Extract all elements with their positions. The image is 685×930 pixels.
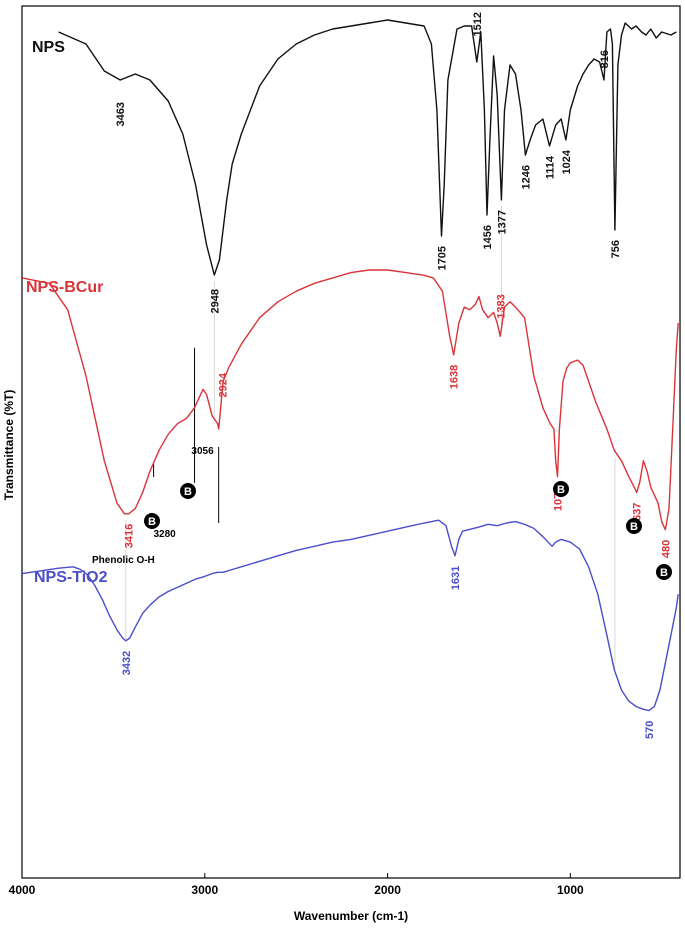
b-marker-letter: B xyxy=(660,567,668,579)
b-marker: B xyxy=(144,513,160,529)
y-axis-title: Transmittance (%T) xyxy=(2,390,16,501)
peak-label: 1383 xyxy=(495,294,507,318)
x-tick-label: 1000 xyxy=(557,883,584,897)
guide-lines xyxy=(125,206,616,672)
x-tick-label: 4000 xyxy=(9,883,36,897)
series-name-label: NPS-TiO2 xyxy=(34,569,108,586)
peak-label: 480 xyxy=(660,540,672,558)
b-markers: B B B B B xyxy=(144,481,672,580)
b-marker-circle xyxy=(553,481,569,497)
peak-label: 1512 xyxy=(472,12,484,36)
peak-label: 570 xyxy=(644,721,656,739)
axes: 4000 3000 2000 1000 Wavenumber (cm-1) Transmi… xyxy=(2,390,584,923)
series-name-label: NPS xyxy=(32,39,65,56)
plot-frame xyxy=(21,5,681,879)
peak-label: 3280 xyxy=(153,529,176,540)
b-marker: B xyxy=(180,483,196,499)
peak-label: 2948 xyxy=(209,289,221,313)
peak-label: 1631 xyxy=(450,566,462,590)
peak-label: 756 xyxy=(610,240,622,258)
peak-label: 1456 xyxy=(482,225,494,249)
b-marker-letter: B xyxy=(184,486,192,498)
b-marker: B xyxy=(656,564,672,580)
series-lines xyxy=(21,19,679,712)
peak-label: 3416 xyxy=(124,524,136,548)
peak-label: 816 xyxy=(599,50,611,68)
peak-label: 3432 xyxy=(121,651,133,675)
series-line-nps-bcur xyxy=(21,269,679,531)
x-tick-label: 3000 xyxy=(191,883,218,897)
b-marker-circle xyxy=(180,483,196,499)
peak-label: 1377 xyxy=(496,210,508,234)
plot-border xyxy=(21,5,681,879)
x-tick-label: 2000 xyxy=(374,883,401,897)
x-axis-title: Wavenumber (cm-1) xyxy=(294,909,408,923)
b-marker: B xyxy=(553,481,569,497)
peak-label: 2924 xyxy=(218,372,230,397)
peak-label: 3463 xyxy=(115,102,127,126)
peak-label: 1024 xyxy=(561,149,573,174)
peak-label: 1705 xyxy=(437,246,449,270)
b-marker-circle xyxy=(656,564,672,580)
b-marker-letter: B xyxy=(148,516,156,528)
peak-label: 1246 xyxy=(520,165,532,189)
series-name-label: NPS-BCur xyxy=(26,279,103,296)
b-marker-circle xyxy=(626,518,642,534)
peak-label: 637 xyxy=(632,503,644,521)
phenolic-oh-note: Phenolic O-H xyxy=(92,555,155,566)
peak-label: 1114 xyxy=(545,155,557,179)
b-marker-letter: B xyxy=(630,521,638,533)
peak-label: 1638 xyxy=(449,365,461,389)
b-marker: B xyxy=(626,518,642,534)
peak-label: 3056 xyxy=(191,446,214,457)
series-line-nps-tio2 xyxy=(21,519,679,712)
b-marker-circle xyxy=(144,513,160,529)
series-line-nps xyxy=(58,19,677,276)
peak-labels: NPSNPS-BCurNPS-TiO2346329481705151214561… xyxy=(26,12,672,739)
b-marker-letter: B xyxy=(557,484,565,496)
